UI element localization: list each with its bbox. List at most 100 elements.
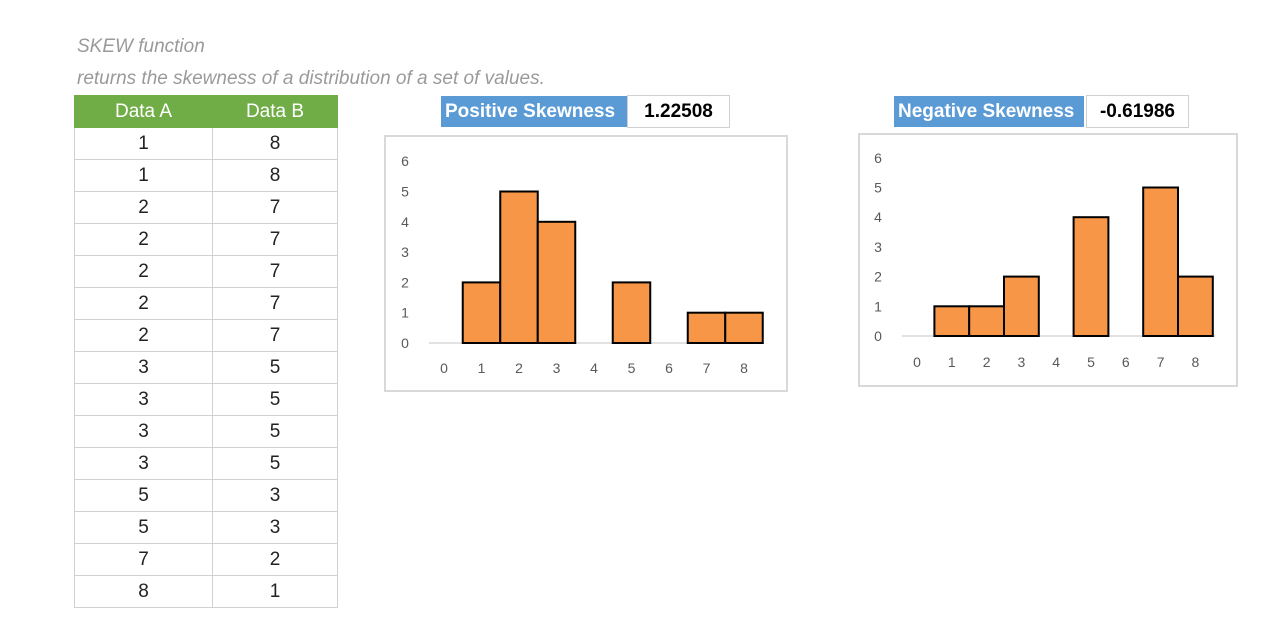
cell-data-b[interactable]: 3 [212, 511, 338, 544]
negative-chart-bar[interactable] [1072, 216, 1110, 337]
positive-skew-chart[interactable]: 0 1 2 3 4 5 6 0 1 2 3 4 5 6 7 8 [384, 135, 788, 392]
positive-chart-ytick-label: 5 [401, 184, 409, 200]
cell-data-a[interactable]: 2 [74, 255, 213, 288]
positive-chart-xtick-label: 1 [478, 360, 486, 376]
header-data-b[interactable]: Data B [212, 95, 338, 128]
cell-data-b[interactable]: 7 [212, 191, 338, 224]
cell-data-b[interactable]: 8 [212, 127, 338, 160]
cell-data-b[interactable]: 1 [212, 575, 338, 608]
cell-data-a[interactable]: 3 [74, 383, 213, 416]
negative-chart-bar[interactable] [1003, 275, 1040, 338]
negative-chart-bar[interactable] [1142, 186, 1180, 337]
positive-chart-xtick-label: 8 [740, 360, 748, 376]
caption-subtitle: returns the skewness of a distribution o… [77, 68, 545, 89]
cell-data-a[interactable]: 3 [74, 415, 213, 448]
positive-chart-ytick-label: 0 [401, 335, 409, 351]
cell-data-a[interactable]: 2 [74, 287, 213, 320]
negative-chart-bar[interactable] [1177, 275, 1214, 338]
cell-data-a[interactable]: 2 [74, 319, 213, 352]
positive-chart-bar[interactable] [686, 311, 727, 344]
negative-chart-xtick-label: 4 [1052, 354, 1060, 370]
negative-skew-chart-svg: 0 1 2 3 4 5 6 0 1 2 3 4 5 6 7 8 [874, 150, 1216, 370]
negative-chart-xtick-label: 7 [1157, 354, 1165, 370]
cell-data-b[interactable]: 5 [212, 415, 338, 448]
positive-chart-bar[interactable] [536, 220, 577, 344]
negative-skewness-label[interactable]: Negative Skewness [894, 96, 1084, 127]
cell-data-b[interactable]: 7 [212, 255, 338, 288]
cell-data-a[interactable]: 5 [74, 511, 213, 544]
positive-skew-chart-svg: 0 1 2 3 4 5 6 0 1 2 3 4 5 6 7 8 [401, 153, 764, 376]
positive-chart-bar[interactable] [461, 281, 502, 344]
positive-chart-xtick-label: 6 [665, 360, 673, 376]
cell-data-b[interactable]: 3 [212, 479, 338, 512]
cell-data-a[interactable]: 1 [74, 159, 213, 192]
header-data-a[interactable]: Data A [74, 95, 213, 128]
cell-data-a[interactable]: 2 [74, 191, 213, 224]
negative-chart-ytick-label: 0 [874, 328, 882, 344]
negative-chart-bar[interactable] [968, 305, 1005, 338]
positive-chart-xtick-label: 3 [553, 360, 561, 376]
cell-data-b[interactable]: 5 [212, 447, 338, 480]
cell-data-b[interactable]: 7 [212, 287, 338, 320]
negative-chart-bar[interactable] [933, 305, 971, 338]
cell-data-b[interactable]: 7 [212, 319, 338, 352]
cell-data-b[interactable]: 8 [212, 159, 338, 192]
positive-chart-xtick-label: 4 [590, 360, 598, 376]
positive-chart-ytick-label: 3 [401, 244, 409, 260]
negative-skew-chart[interactable]: 0 1 2 3 4 5 6 0 1 2 3 4 5 6 7 8 [858, 133, 1238, 387]
positive-chart-xtick-label: 5 [628, 360, 636, 376]
negative-chart-xtick-label: 6 [1122, 354, 1130, 370]
positive-chart-xtick-label: 0 [440, 360, 448, 376]
negative-chart-xtick-label: 5 [1087, 354, 1095, 370]
negative-chart-ytick-label: 1 [874, 298, 882, 314]
cell-data-a[interactable]: 5 [74, 479, 213, 512]
positive-chart-xtick-label: 7 [703, 360, 711, 376]
negative-chart-ytick-label: 2 [874, 269, 882, 285]
positive-chart-bar[interactable] [499, 190, 539, 344]
cell-data-a[interactable]: 7 [74, 543, 213, 576]
positive-chart-ytick-label: 6 [401, 153, 409, 169]
negative-skewness-value[interactable]: -0.61986 [1086, 95, 1189, 128]
cell-data-a[interactable]: 1 [74, 127, 213, 160]
positive-chart-bar[interactable] [724, 311, 764, 344]
positive-chart-xtick-label: 2 [515, 360, 523, 376]
positive-chart-ytick-label: 4 [401, 214, 409, 230]
positive-skewness-value[interactable]: 1.22508 [627, 95, 730, 128]
cell-data-a[interactable]: 2 [74, 223, 213, 256]
cell-data-a[interactable]: 3 [74, 351, 213, 384]
table-header-row: Data A Data B [74, 95, 338, 128]
negative-chart-xtick-label: 1 [948, 354, 956, 370]
cell-data-b[interactable]: 7 [212, 223, 338, 256]
caption-title: SKEW function [77, 36, 205, 57]
positive-chart-bar[interactable] [611, 281, 652, 344]
cell-data-b[interactable]: 2 [212, 543, 338, 576]
cell-data-a[interactable]: 3 [74, 447, 213, 480]
negative-chart-xtick-label: 8 [1192, 354, 1200, 370]
negative-chart-ytick-label: 5 [874, 180, 882, 196]
negative-chart-xtick-label: 3 [1018, 354, 1026, 370]
cell-data-a[interactable]: 8 [74, 575, 213, 608]
negative-chart-xtick-label: 0 [913, 354, 921, 370]
positive-chart-ytick-label: 1 [401, 305, 409, 321]
negative-chart-xtick-label: 2 [983, 354, 991, 370]
positive-skewness-label[interactable]: Positive Skewness [441, 96, 627, 127]
cell-data-b[interactable]: 5 [212, 383, 338, 416]
positive-chart-ytick-label: 2 [401, 274, 409, 290]
cell-data-b[interactable]: 5 [212, 351, 338, 384]
